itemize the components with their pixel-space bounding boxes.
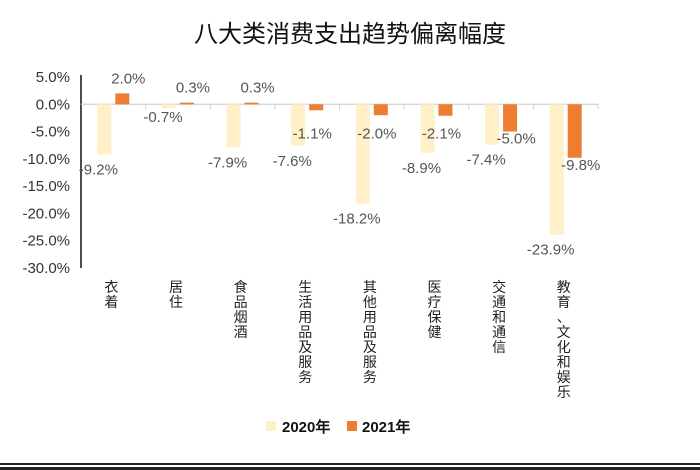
legend-label-2021: 2021年 xyxy=(362,418,410,436)
bar-2021 xyxy=(179,102,194,105)
y-tick-label: -5.0% xyxy=(31,124,70,141)
category-label-char: 服 xyxy=(363,355,377,371)
bar-2020 xyxy=(355,104,370,204)
data-label: -2.0% xyxy=(357,125,396,142)
category-label-char: 信 xyxy=(492,340,506,356)
category-label-char: 服 xyxy=(298,355,312,371)
category-label-char: 品 xyxy=(363,325,377,341)
legend-swatch-2020 xyxy=(266,421,276,431)
category-label-char: 他 xyxy=(363,295,377,311)
category-label-char: 通 xyxy=(492,325,506,341)
bar-2020 xyxy=(226,104,241,148)
bar-2020 xyxy=(485,104,500,145)
y-tick-label: 5.0% xyxy=(36,69,70,86)
category-label-char: 教 xyxy=(557,280,571,296)
bar-2021 xyxy=(567,104,582,158)
data-label: -7.9% xyxy=(208,154,247,171)
y-tick-label: -10.0% xyxy=(22,151,70,168)
category-label-char: 文 xyxy=(557,325,571,341)
data-label: -23.9% xyxy=(527,242,575,259)
y-tick-label: -20.0% xyxy=(22,205,70,222)
y-tick-label: -15.0% xyxy=(22,178,70,195)
category-label-char: 居 xyxy=(169,280,183,296)
data-label: -0.7% xyxy=(143,109,182,126)
data-label: 0.3% xyxy=(176,80,210,97)
bar-2021 xyxy=(438,104,453,116)
frame-line xyxy=(0,463,700,465)
data-label: 2.0% xyxy=(111,70,145,87)
bar-2020 xyxy=(161,104,176,109)
category-label-char: 烟 xyxy=(234,310,248,326)
bar-2021 xyxy=(503,104,518,132)
data-label: -9.2% xyxy=(79,161,118,178)
category-label-char: 医 xyxy=(427,280,441,296)
category-label-char: 用 xyxy=(298,310,312,326)
legend-swatch-2021 xyxy=(347,421,357,431)
category-label-char: 务 xyxy=(298,370,312,386)
category-label-char: 、 xyxy=(557,310,571,326)
category-label-char: 交 xyxy=(492,279,506,296)
category-label-char: 住 xyxy=(169,295,183,311)
category-label-char: 酒 xyxy=(234,325,248,341)
bar-2021 xyxy=(373,104,388,116)
chart-title: 八大类消费支出趋势偏离幅度 xyxy=(194,20,506,48)
data-label: -18.2% xyxy=(333,211,381,228)
category-label-char: 乐 xyxy=(557,385,571,401)
category-label-char: 用 xyxy=(363,310,377,326)
legend-label-2020: 2020年 xyxy=(282,418,330,436)
y-tick-label: -30.0% xyxy=(22,260,70,277)
bar-2020 xyxy=(97,104,112,155)
category-label-char: 育 xyxy=(557,295,571,311)
bar-2021 xyxy=(115,93,130,105)
category-label-char: 通 xyxy=(492,295,506,311)
category-label-char: 健 xyxy=(427,325,441,341)
category-label-char: 及 xyxy=(298,340,312,356)
data-label: -7.4% xyxy=(466,152,505,169)
category-label-char: 保 xyxy=(427,310,441,326)
category-label-char: 娱 xyxy=(557,370,571,386)
bar-2021 xyxy=(309,104,324,111)
category-label-char: 品 xyxy=(234,295,248,311)
frame-line xyxy=(0,467,700,470)
bar-2020 xyxy=(420,104,435,153)
category-label-char: 化 xyxy=(557,340,571,356)
category-label-char: 和 xyxy=(557,355,571,371)
category-label-char: 衣 xyxy=(104,280,118,296)
bar-2020 xyxy=(291,104,306,146)
data-label: -9.8% xyxy=(561,157,600,174)
data-label: -1.1% xyxy=(293,125,332,142)
category-label-char: 和 xyxy=(492,310,506,326)
category-label-char: 及 xyxy=(363,340,377,356)
category-label-char: 疗 xyxy=(427,295,441,311)
category-label-char: 生 xyxy=(298,280,312,296)
y-tick-label: 0.0% xyxy=(36,96,70,113)
data-label: -5.0% xyxy=(496,131,535,148)
category-label-char: 品 xyxy=(298,325,312,341)
category-label-char: 着 xyxy=(104,295,118,311)
data-label: -2.1% xyxy=(422,125,461,142)
data-label: -7.6% xyxy=(273,153,312,170)
y-tick-label: -25.0% xyxy=(22,233,70,250)
category-label-char: 其 xyxy=(363,280,377,296)
data-label: -8.9% xyxy=(402,160,441,177)
bar-2020 xyxy=(549,104,564,235)
bar-2021 xyxy=(244,102,259,105)
data-label: 0.3% xyxy=(240,80,274,97)
category-label-char: 食 xyxy=(234,279,248,296)
category-label-char: 活 xyxy=(298,295,312,311)
category-label-char: 务 xyxy=(363,370,377,386)
